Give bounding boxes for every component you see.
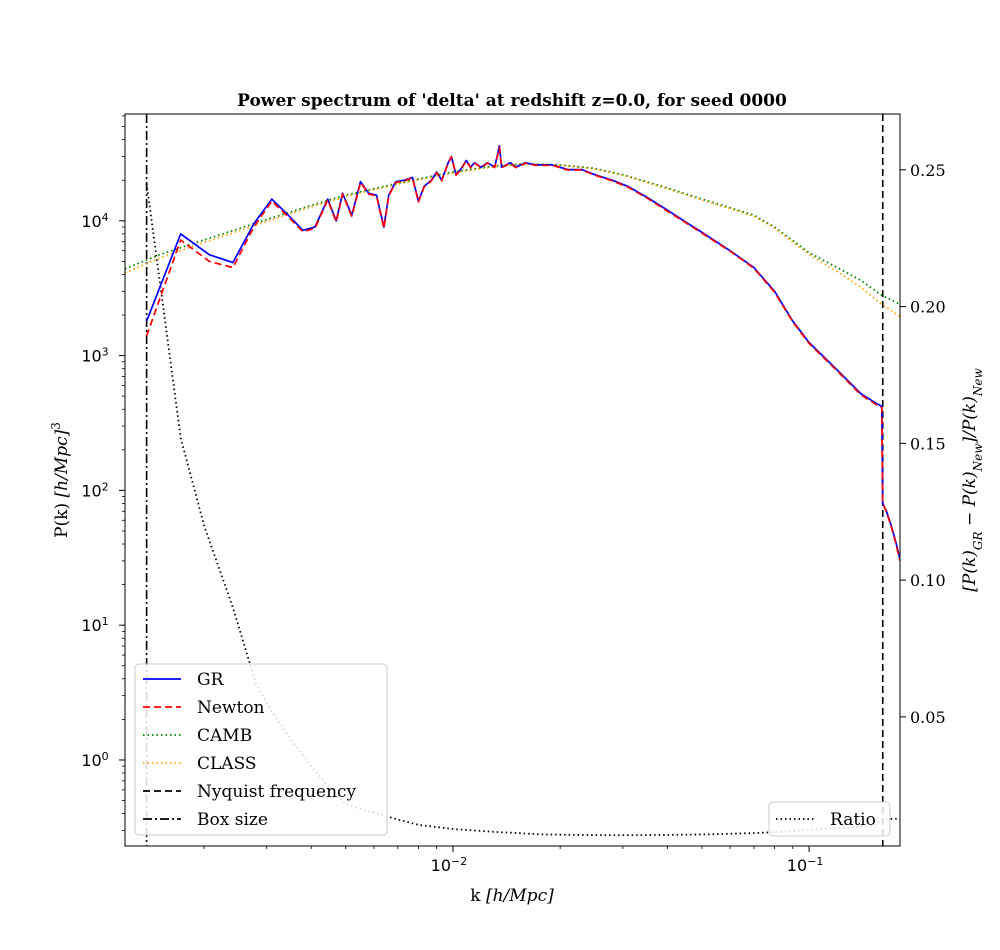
y2-label-part: − P(k) (960, 471, 980, 531)
chart-title: Power spectrum of 'delta' at redshift z=… (237, 91, 787, 111)
legend-entry-label: Box size (197, 810, 268, 830)
y-tick-label: 101 (81, 615, 108, 636)
y2-tick-label: 0.05 (910, 708, 946, 727)
y2-label-part: [P(k) (960, 550, 980, 592)
series-newton (145, 146, 900, 562)
y2-label-subscript: New (971, 368, 985, 398)
legend-entry-label: Newton (197, 698, 265, 718)
series-gr (145, 144, 900, 560)
y2-label-subscript: GR (971, 531, 985, 550)
legend-left-box (134, 663, 388, 836)
x-tick-exponent: −2 (451, 855, 467, 868)
y-tick-exponent: 1 (102, 615, 109, 628)
y-tick-label: 103 (81, 345, 108, 366)
x-tick-label: 10−2 (431, 855, 468, 876)
y-tick-exponent: 3 (102, 345, 109, 358)
y-tick-label: 100 (81, 749, 108, 770)
legend-right-box (768, 801, 891, 837)
legend-entry-label: Ratio (830, 810, 876, 830)
y-axis-label: P(k) [h/Mpc]3 (49, 422, 72, 538)
y2-label-part: ]/P(k) (960, 396, 980, 444)
series-class (125, 163, 900, 318)
x-tick-label: 10−1 (787, 855, 824, 876)
plot-area (125, 114, 900, 846)
y-tick-label: 104 (81, 210, 108, 231)
legend-entry-label: Nyquist frequency (197, 782, 357, 802)
y2-tick-label: 0.25 (910, 161, 946, 180)
y-tick-label: 102 (81, 480, 108, 501)
plot-frame (124, 113, 901, 847)
legend-entry-label: CAMB (197, 726, 252, 746)
y-tick-exponent: 4 (102, 210, 109, 223)
series-camb (125, 162, 900, 306)
y2-label-subscript: New (971, 443, 985, 473)
y2-axis-label: [P(k)GR − P(k)New]/P(k)New (960, 368, 985, 592)
y-tick-exponent: 2 (102, 480, 109, 493)
legend: GR Newton CAMB CLASS Nyquist frequency Box si… (134, 663, 891, 837)
y2-tick-label: 0.10 (910, 571, 946, 590)
y-tick-exponent: 0 (102, 749, 109, 762)
y2-tick-label: 0.20 (910, 298, 946, 317)
x-axis-label: k [h/Mpc] (470, 886, 554, 906)
y2-tick-label: 0.15 (910, 434, 946, 453)
legend-entry-label: GR (197, 670, 225, 690)
x-tick-exponent: −1 (807, 855, 823, 868)
legend-entry-label: CLASS (197, 754, 257, 774)
